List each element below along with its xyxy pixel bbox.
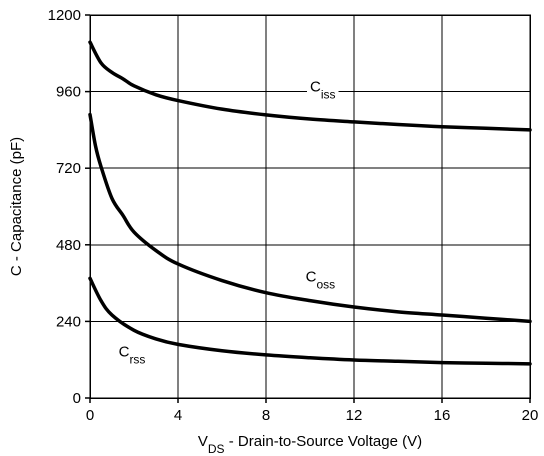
x-tick-label: 12 [346,407,363,424]
x-axis-ticks: 0 4 8 12 16 20 [86,398,539,424]
y-tick-label: 960 [56,84,81,101]
y-axis-ticks: 0 240 480 720 960 1200 [48,7,90,407]
y-tick-label: 1200 [48,7,81,24]
x-axis-label-subscript: DS [208,442,225,456]
series-label-ciss: Ciss [310,79,336,102]
series-label-main: C [119,344,130,361]
series-label-main: C [310,79,321,96]
series-label-group-ciss: Ciss [307,77,339,103]
series-line-coss [88,112,532,324]
x-tick-label: 20 [522,407,539,424]
y-tick-label: 240 [56,313,81,330]
series-label-subscript: iss [321,88,336,102]
series-line-crss [88,276,532,366]
plot-frame [89,14,531,399]
x-tick-label: 0 [86,407,94,424]
series-label-subscript: oss [316,278,335,292]
series-label-mask [307,77,339,103]
series-label-mask [302,267,339,293]
x-tick-label: 4 [174,407,182,424]
x-tick-label: 16 [434,407,451,424]
x-tick-label: 8 [262,407,270,424]
series-label-crss: Crss [119,344,146,367]
series-line-ciss [88,40,532,132]
x-axis-label-suffix: - Drain-to-Source Voltage (V) [225,433,423,450]
y-tick-label: 720 [56,160,81,177]
y-axis-label: C - Capacitance (pF) [8,137,25,276]
series-label-subscript: rss [129,353,145,367]
series-label-group-coss: Coss [302,267,339,293]
series-label-main: C [306,269,317,286]
series-lines [88,40,532,366]
series-label-mask [115,342,149,368]
series-label-group-crss: Crss [115,342,149,368]
series-label-coss: Coss [306,269,336,292]
x-axis-label: VDS - Drain-to-Source Voltage (V) [198,433,422,456]
y-tick-label: 480 [56,237,81,254]
grid [90,15,530,398]
x-axis-label-prefix: V [198,433,208,450]
y-tick-label: 0 [73,390,81,407]
